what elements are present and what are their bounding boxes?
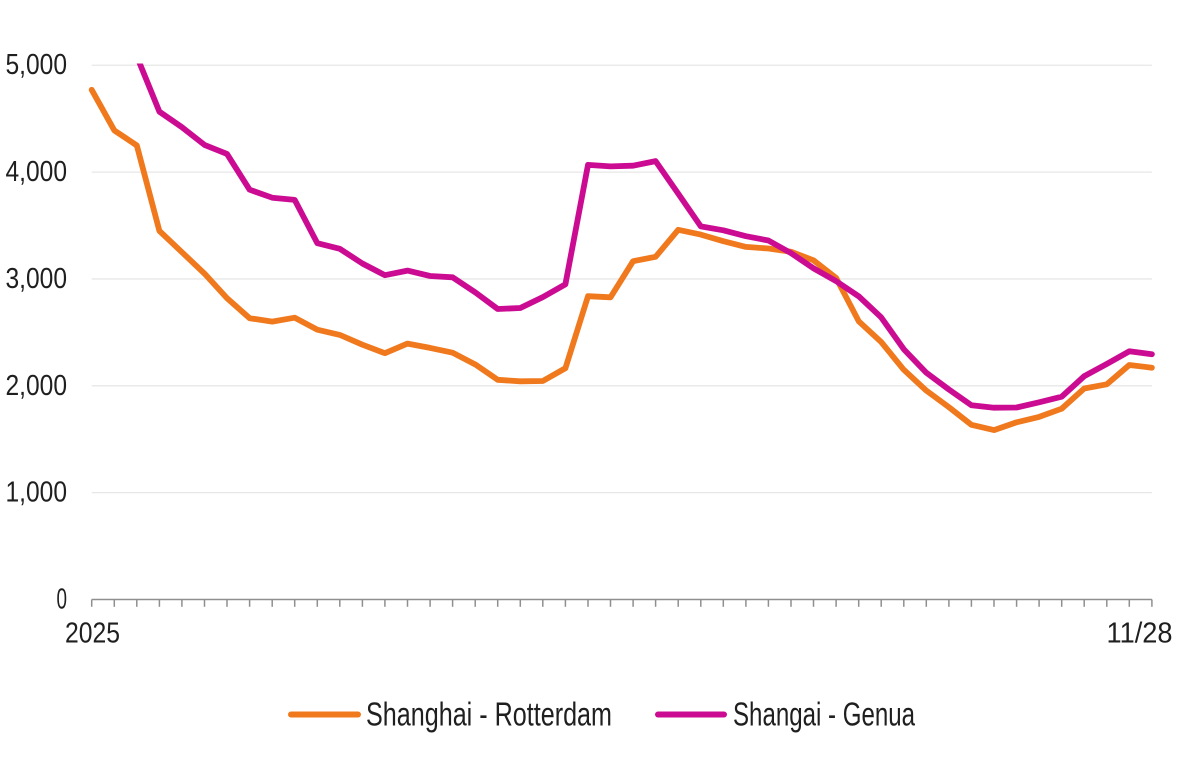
svg-text:4,000: 4,000 bbox=[6, 156, 68, 188]
svg-text:11/28: 11/28 bbox=[1107, 618, 1173, 650]
svg-text:1,000: 1,000 bbox=[6, 477, 68, 509]
svg-text:Shangai - Genua: Shangai - Genua bbox=[733, 696, 915, 733]
svg-text:3,000: 3,000 bbox=[6, 263, 68, 295]
svg-text:5,000: 5,000 bbox=[6, 49, 68, 81]
svg-text:0: 0 bbox=[57, 584, 68, 616]
svg-text:2,000: 2,000 bbox=[6, 370, 68, 402]
svg-text:2025: 2025 bbox=[65, 618, 120, 650]
svg-text:Shanghai - Rotterdam: Shanghai - Rotterdam bbox=[366, 696, 612, 733]
